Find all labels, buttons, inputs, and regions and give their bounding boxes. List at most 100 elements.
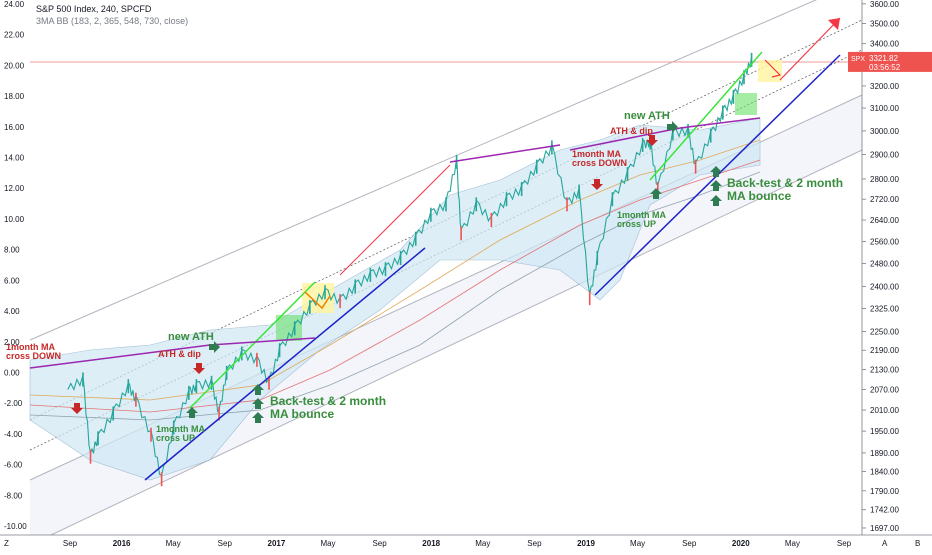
- left-axis-tick-label: -2.00: [4, 399, 23, 408]
- time-axis-tick-label: 2016: [113, 539, 131, 548]
- time-axis-tick-label: 2020: [732, 539, 750, 548]
- time-axis-panel: [0, 535, 932, 550]
- price-tag-countdown: 03:56:52: [869, 63, 901, 72]
- right-axis-tick-label: 2325.00: [870, 305, 899, 314]
- right-axis-tick-label: 1840.00: [870, 468, 899, 477]
- left-axis-tick-label: 0.00: [4, 368, 20, 377]
- right-axis-tick-label: 2900.00: [870, 151, 899, 160]
- trendline-green-right: [649, 51, 763, 181]
- right-axis-tick-label: 2640.00: [870, 216, 899, 225]
- purple-line-left-2: [209, 337, 316, 346]
- time-axis-tick-label: May: [785, 539, 800, 548]
- arrow-up-backtest-2: [252, 398, 264, 409]
- annot-ma-down-left-1: 1month MA: [6, 342, 55, 352]
- arrow-right-new-ath-right: [667, 121, 678, 133]
- annot-ma-down-right-2: cross DOWN: [572, 158, 627, 168]
- corner-label-b: B: [915, 539, 920, 548]
- price-tag-price: 3321.82: [869, 54, 898, 63]
- left-axis-tick-label: 22.00: [4, 31, 25, 40]
- corner-label-z: Z: [4, 539, 9, 548]
- corner-label-a: A: [882, 539, 888, 548]
- left-axis-tick-label: -4.00: [4, 430, 23, 439]
- purple-line-right-1: [569, 127, 681, 151]
- left-axis-tick-label: 16.00: [4, 123, 25, 132]
- time-axis-tick-label: Sep: [527, 539, 542, 548]
- time-axis-tick-label: May: [320, 539, 335, 548]
- arrow-down-left-ma: [71, 403, 83, 414]
- annot-ath-dip-left: ATH & dip: [158, 349, 201, 359]
- left-axis-tick-label: 10.00: [4, 215, 25, 224]
- indicator-label: 3MA BB (183, 2, 365, 548, 730, close): [36, 16, 189, 26]
- channel-band: [30, 95, 862, 545]
- right-axis-tick-label: 3000.00: [870, 127, 899, 136]
- right-axis-tick-label: 2560.00: [870, 237, 899, 246]
- annot-ma-down-right-1: 1month MA: [572, 149, 621, 159]
- left-axis-tick-label: 6.00: [4, 276, 20, 285]
- right-axis-tick-label: 1697.00: [870, 524, 899, 533]
- annot-ma-up-right-1: 1month MA: [617, 210, 666, 220]
- trendline-green-left: [189, 281, 316, 409]
- time-axis-tick-label: May: [166, 539, 181, 548]
- trendline-blue-left: [144, 247, 426, 481]
- arrow-up-left-ma: [186, 407, 198, 418]
- arrow-right-new-ath-left: [209, 341, 220, 353]
- left-axis-tick-label: 4.00: [4, 307, 20, 316]
- time-axis-tick-label: 2019: [577, 539, 595, 548]
- dip-arrow-right: [764, 59, 782, 78]
- arrow-up-backtest-r2: [710, 180, 722, 191]
- right-axis-tick-label: 2130.00: [870, 366, 899, 375]
- right-axis-panel: [862, 0, 932, 550]
- annot-new-ath-right: new ATH: [624, 110, 670, 122]
- highlight-yellow-right: [758, 60, 782, 82]
- right-axis-tick-label: 3500.00: [870, 19, 899, 28]
- annot-backtest-right-2: MA bounce: [727, 189, 792, 203]
- right-axis-tick-label: 3100.00: [870, 104, 899, 113]
- arrow-up-backtest-3: [252, 412, 264, 423]
- right-axis-tick-label: 1742.00: [870, 506, 899, 515]
- purple-line-right-2: [679, 117, 761, 129]
- highlight-green-right: [735, 93, 757, 115]
- channel-upper-line: [29, 0, 818, 341]
- time-axis-tick-label: May: [475, 539, 490, 548]
- ma-red-line: [29, 159, 761, 413]
- left-axis-tick-label: -10.00: [4, 522, 27, 531]
- annot-backtest-left-1: Back-test & 2 month: [270, 394, 386, 408]
- time-axis-tick-label: Sep: [63, 539, 78, 548]
- time-axis-tick-label: 2018: [422, 539, 440, 548]
- annot-ma-up-left-2: cross UP: [156, 433, 195, 443]
- chart-title: S&P 500 Index, 240, SPCFD: [36, 4, 152, 14]
- right-axis-tick-label: 2010.00: [870, 406, 899, 415]
- time-axis-tick-label: Sep: [218, 539, 233, 548]
- annot-new-ath-left: new ATH: [168, 331, 214, 343]
- purple-line-left-1: [29, 344, 211, 369]
- annot-backtest-right-1: Back-test & 2 month: [727, 176, 843, 190]
- time-axis-tick-label: Sep: [837, 539, 852, 548]
- projection-arrowhead: [828, 18, 840, 30]
- time-axis-tick-label: May: [630, 539, 645, 548]
- left-axis-tick-label: -8.00: [4, 491, 23, 500]
- arrow-up-backtest-1: [252, 384, 264, 395]
- price-tag-symbol: SPX: [851, 56, 865, 63]
- arrow-down-right-ath: [646, 135, 658, 146]
- arrow-up-backtest-r3: [710, 195, 722, 206]
- right-axis-tick-label: 3400.00: [870, 40, 899, 49]
- trendline-red-rally: [339, 164, 451, 276]
- annot-ath-dip-right: ATH & dip: [610, 126, 653, 136]
- right-axis-tick-label: 1950.00: [870, 427, 899, 436]
- right-axis-tick-label: 3200.00: [870, 82, 899, 91]
- right-axis-tick-label: 3600.00: [870, 0, 899, 9]
- dip-arrow-left: [304, 291, 331, 310]
- time-axis-tick-label: Sep: [372, 539, 387, 548]
- right-axis-tick-label: 2190.00: [870, 346, 899, 355]
- left-axis-tick-label: 2.00: [4, 338, 20, 347]
- left-axis-tick-label: 24.00: [4, 0, 25, 9]
- annot-backtest-left-2: MA bounce: [270, 407, 335, 421]
- annot-ma-down-left-2: cross DOWN: [6, 351, 61, 361]
- left-axis-tick-label: 8.00: [4, 246, 20, 255]
- annot-ma-up-left-1: 1month MA: [156, 424, 205, 434]
- trendline-red-projection: [779, 17, 841, 81]
- left-axis-tick-label: -6.00: [4, 461, 23, 470]
- left-axis-tick-label: 20.00: [4, 61, 25, 70]
